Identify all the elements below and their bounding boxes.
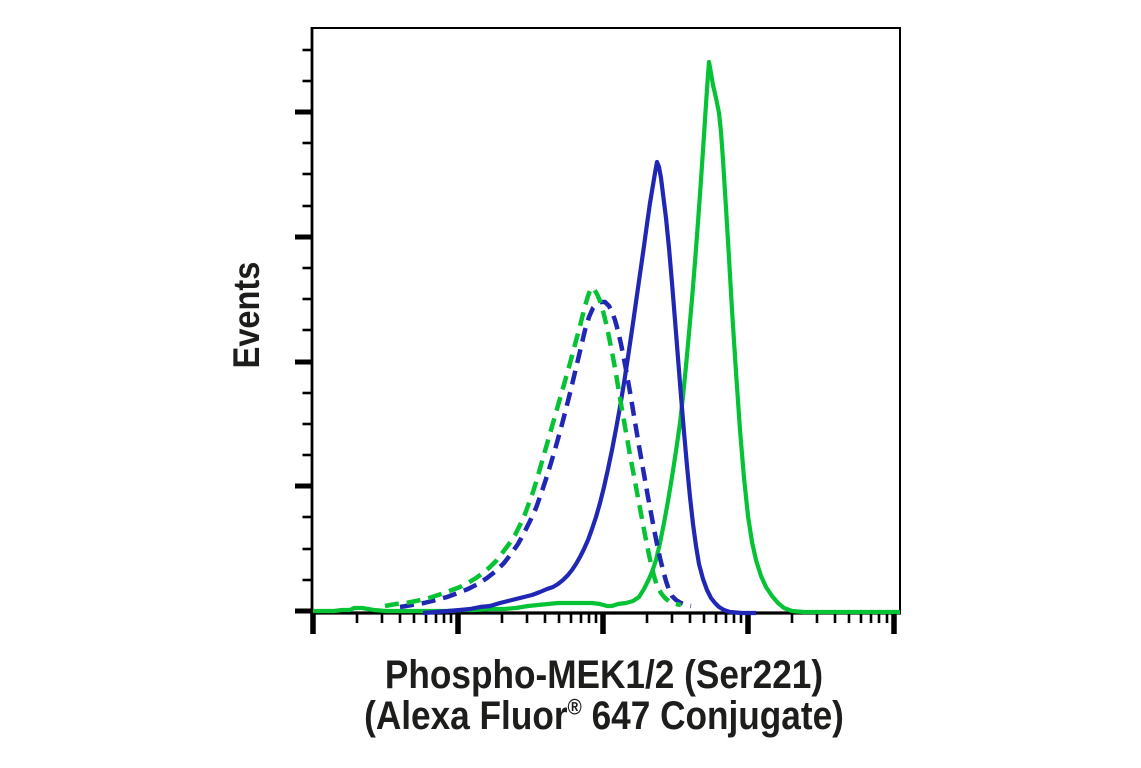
registered-trademark-symbol: ® <box>567 694 582 720</box>
x-axis-title-line2-pre: (Alexa Fluor <box>364 694 568 738</box>
curves <box>313 59 900 616</box>
curve-solid-green <box>313 59 900 615</box>
y-axis-label: Events <box>226 254 268 375</box>
x-axis-title-line1: Phospho-MEK1/2 (Ser221) <box>384 653 824 697</box>
x-axis-ticks <box>310 613 897 634</box>
curve-dashed-blue <box>399 299 692 610</box>
x-axis-title-line2: (Alexa Fluor® 647 Conjugate) <box>364 696 844 737</box>
curve-dashed-green <box>384 285 682 609</box>
x-axis-title-line2-post: 647 Conjugate) <box>581 694 844 738</box>
curve-solid-blue <box>422 159 756 616</box>
y-axis-label-text: Events <box>226 261 267 369</box>
x-axis-title: Phospho-MEK1/2 (Ser221) (Alexa Fluor® 64… <box>331 655 876 737</box>
y-axis-ticks <box>295 48 312 614</box>
